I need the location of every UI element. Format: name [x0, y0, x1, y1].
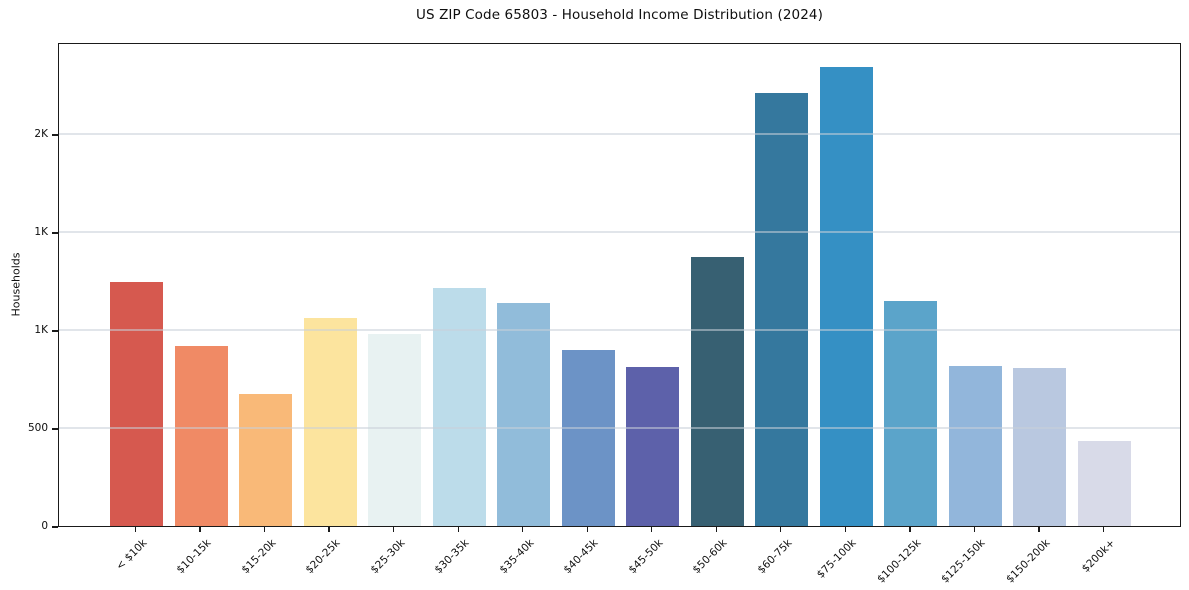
bar-10-15k [174, 346, 228, 526]
x-tick-mark [134, 527, 137, 532]
x-tick-label: $100-125k [874, 537, 924, 586]
gridline-1K [59, 231, 1180, 233]
y-axis-label: Households [9, 252, 23, 317]
x-tick-mark [973, 527, 976, 532]
bar-15-20k [239, 394, 293, 526]
x-tick-mark [199, 527, 201, 532]
x-tick-label: $125-150k [939, 537, 988, 586]
y-tick-label: 2K [34, 128, 48, 141]
x-tick-label: $35-40k [497, 537, 537, 577]
x-tick-mark [586, 527, 588, 532]
x-tick-mark [715, 527, 717, 532]
bar-20-25k [303, 317, 357, 526]
x-tick-mark [844, 527, 846, 532]
x-tick-mark [457, 527, 459, 532]
x-tick-label: $10-15k [174, 537, 214, 577]
x-tick-label: $40-45k [561, 537, 601, 577]
bar-10k [110, 282, 163, 526]
bar-100-125k [884, 301, 938, 526]
x-tick-label: < $10k [113, 537, 149, 573]
bar-150-200k [1013, 368, 1067, 526]
y-tick-mark [52, 526, 58, 528]
gridline-1K [59, 329, 1180, 331]
chart-title: US ZIP Code 65803 - Household Income Dis… [416, 7, 823, 23]
x-tick-label: $20-25k [303, 537, 343, 577]
bar-40-45k [561, 350, 615, 526]
bar-30-35k [432, 288, 486, 526]
x-tick-label: $150-200k [1003, 537, 1053, 586]
bar-200k [1078, 440, 1131, 526]
x-tick-label: $60-75k [755, 537, 795, 577]
x-tick-label: $200k+ [1079, 537, 1117, 575]
y-tick-label: 0 [41, 520, 48, 532]
x-tick-mark [1038, 527, 1040, 532]
y-tick-label: 1K [34, 324, 48, 337]
bar-25-30k [368, 333, 422, 526]
y-tick-mark [52, 428, 58, 430]
x-tick-label: $30-35k [432, 537, 472, 577]
bar-50-60k [690, 257, 744, 526]
x-tick-mark [392, 527, 395, 532]
x-tick-mark [328, 527, 330, 532]
bar-125-150k [948, 366, 1002, 526]
x-tick-label: $75-100k [815, 537, 859, 581]
x-tick-label: $50-60k [690, 537, 730, 577]
x-tick-label: $15-20k [238, 537, 279, 577]
x-tick-label: $25-30k [368, 537, 408, 577]
y-tick-mark [52, 232, 58, 234]
x-tick-mark [522, 527, 524, 532]
plot-area [58, 43, 1181, 527]
x-tick-label: $45-50k [626, 537, 666, 577]
x-tick-mark [651, 527, 653, 532]
y-tick-mark [52, 134, 58, 136]
x-tick-mark [780, 527, 782, 532]
y-tick-mark [52, 330, 58, 332]
x-tick-mark [1102, 527, 1105, 532]
bar-60-75k [755, 92, 809, 526]
x-tick-mark [909, 527, 911, 532]
gridline-500 [59, 427, 1180, 429]
bar-45-50k [626, 366, 680, 526]
gridline-2K [59, 133, 1180, 135]
y-tick-label: 1K [34, 226, 48, 239]
y-tick-label: 500 [27, 422, 48, 435]
x-tick-mark [263, 527, 266, 532]
bar-35-40k [497, 303, 551, 526]
bar-75-100k [819, 67, 873, 526]
